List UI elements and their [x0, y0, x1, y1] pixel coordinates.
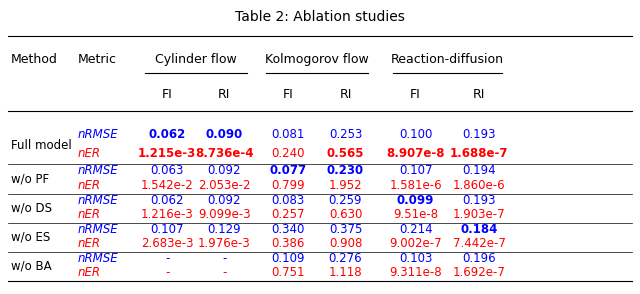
- Text: nER: nER: [78, 147, 101, 160]
- Text: w/o PF: w/o PF: [11, 173, 49, 186]
- Text: 0.908: 0.908: [329, 237, 362, 250]
- Text: 0.062: 0.062: [150, 193, 184, 206]
- Text: 0.109: 0.109: [271, 252, 305, 265]
- Text: 0.090: 0.090: [206, 128, 243, 141]
- Text: 0.375: 0.375: [329, 223, 362, 235]
- Text: -: -: [222, 252, 227, 265]
- Text: 0.081: 0.081: [271, 128, 305, 141]
- Text: 0.193: 0.193: [463, 128, 496, 141]
- Text: 0.092: 0.092: [207, 164, 241, 177]
- Text: w/o DS: w/o DS: [11, 202, 52, 215]
- Text: 0.276: 0.276: [329, 252, 362, 265]
- Text: Metric: Metric: [78, 53, 117, 66]
- Text: 0.193: 0.193: [463, 193, 496, 206]
- Text: 8.907e-8: 8.907e-8: [387, 147, 445, 160]
- Text: -: -: [165, 266, 169, 279]
- Text: 0.386: 0.386: [271, 237, 305, 250]
- Text: w/o BA: w/o BA: [11, 260, 52, 273]
- Text: Method: Method: [11, 53, 58, 66]
- Text: -: -: [222, 266, 227, 279]
- Text: 1.118: 1.118: [329, 266, 362, 279]
- Text: 0.099: 0.099: [397, 193, 435, 206]
- Text: 1.860e-6: 1.860e-6: [453, 179, 506, 192]
- Text: 0.063: 0.063: [150, 164, 184, 177]
- Text: 9.51e-8: 9.51e-8: [393, 208, 438, 221]
- Text: Full model: Full model: [11, 139, 72, 152]
- Text: Table 2: Ablation studies: Table 2: Ablation studies: [235, 10, 405, 24]
- Text: 1.215e-3: 1.215e-3: [138, 147, 196, 160]
- Text: 0.565: 0.565: [327, 147, 364, 160]
- Text: RI: RI: [473, 88, 486, 101]
- Text: 1.581e-6: 1.581e-6: [389, 179, 442, 192]
- Text: 0.194: 0.194: [463, 164, 496, 177]
- Text: nRMSE: nRMSE: [78, 164, 118, 177]
- Text: nRMSE: nRMSE: [78, 252, 118, 265]
- Text: 0.077: 0.077: [269, 164, 307, 177]
- Text: nER: nER: [78, 266, 101, 279]
- Text: 7.442e-7: 7.442e-7: [453, 237, 506, 250]
- Text: 1.952: 1.952: [329, 179, 362, 192]
- Text: 0.240: 0.240: [271, 147, 305, 160]
- Text: RI: RI: [339, 88, 351, 101]
- Text: 1.976e-3: 1.976e-3: [198, 237, 251, 250]
- Text: 1.542e-2: 1.542e-2: [141, 179, 193, 192]
- Text: 0.062: 0.062: [148, 128, 186, 141]
- Text: 0.214: 0.214: [399, 223, 433, 235]
- Text: FI: FI: [410, 88, 421, 101]
- Text: nRMSE: nRMSE: [78, 223, 118, 235]
- Text: 9.002e-7: 9.002e-7: [389, 237, 442, 250]
- Text: 1.692e-7: 1.692e-7: [453, 266, 506, 279]
- Text: 9.311e-8: 9.311e-8: [389, 266, 442, 279]
- Text: 0.184: 0.184: [461, 223, 498, 235]
- Text: nER: nER: [78, 179, 101, 192]
- Text: FI: FI: [283, 88, 294, 101]
- Text: 0.092: 0.092: [207, 193, 241, 206]
- Text: 0.103: 0.103: [399, 252, 432, 265]
- Text: FI: FI: [162, 88, 172, 101]
- Text: nER: nER: [78, 208, 101, 221]
- Text: 1.688e-7: 1.688e-7: [450, 147, 509, 160]
- Text: 0.083: 0.083: [271, 193, 305, 206]
- Text: -: -: [165, 252, 169, 265]
- Text: 1.216e-3: 1.216e-3: [141, 208, 193, 221]
- Text: 2.053e-2: 2.053e-2: [198, 179, 251, 192]
- Text: 0.630: 0.630: [329, 208, 362, 221]
- Text: 8.736e-4: 8.736e-4: [195, 147, 253, 160]
- Text: 0.196: 0.196: [463, 252, 496, 265]
- Text: 2.683e-3: 2.683e-3: [141, 237, 193, 250]
- Text: nRMSE: nRMSE: [78, 193, 118, 206]
- Text: 0.259: 0.259: [329, 193, 362, 206]
- Text: 0.107: 0.107: [399, 164, 433, 177]
- Text: RI: RI: [218, 88, 230, 101]
- Text: w/o ES: w/o ES: [11, 231, 50, 244]
- Text: 0.100: 0.100: [399, 128, 432, 141]
- Text: nER: nER: [78, 237, 101, 250]
- Text: Reaction-diffusion: Reaction-diffusion: [391, 53, 504, 66]
- Text: 1.903e-7: 1.903e-7: [453, 208, 506, 221]
- Text: 9.099e-3: 9.099e-3: [198, 208, 251, 221]
- Text: 0.129: 0.129: [207, 223, 241, 235]
- Text: 0.340: 0.340: [271, 223, 305, 235]
- Text: 0.257: 0.257: [271, 208, 305, 221]
- Text: Cylinder flow: Cylinder flow: [155, 53, 237, 66]
- Text: 0.253: 0.253: [329, 128, 362, 141]
- Text: 0.751: 0.751: [271, 266, 305, 279]
- Text: nRMSE: nRMSE: [78, 128, 118, 141]
- Text: 0.230: 0.230: [327, 164, 364, 177]
- Text: Kolmogorov flow: Kolmogorov flow: [265, 53, 369, 66]
- Text: 0.107: 0.107: [150, 223, 184, 235]
- Text: 0.799: 0.799: [271, 179, 305, 192]
